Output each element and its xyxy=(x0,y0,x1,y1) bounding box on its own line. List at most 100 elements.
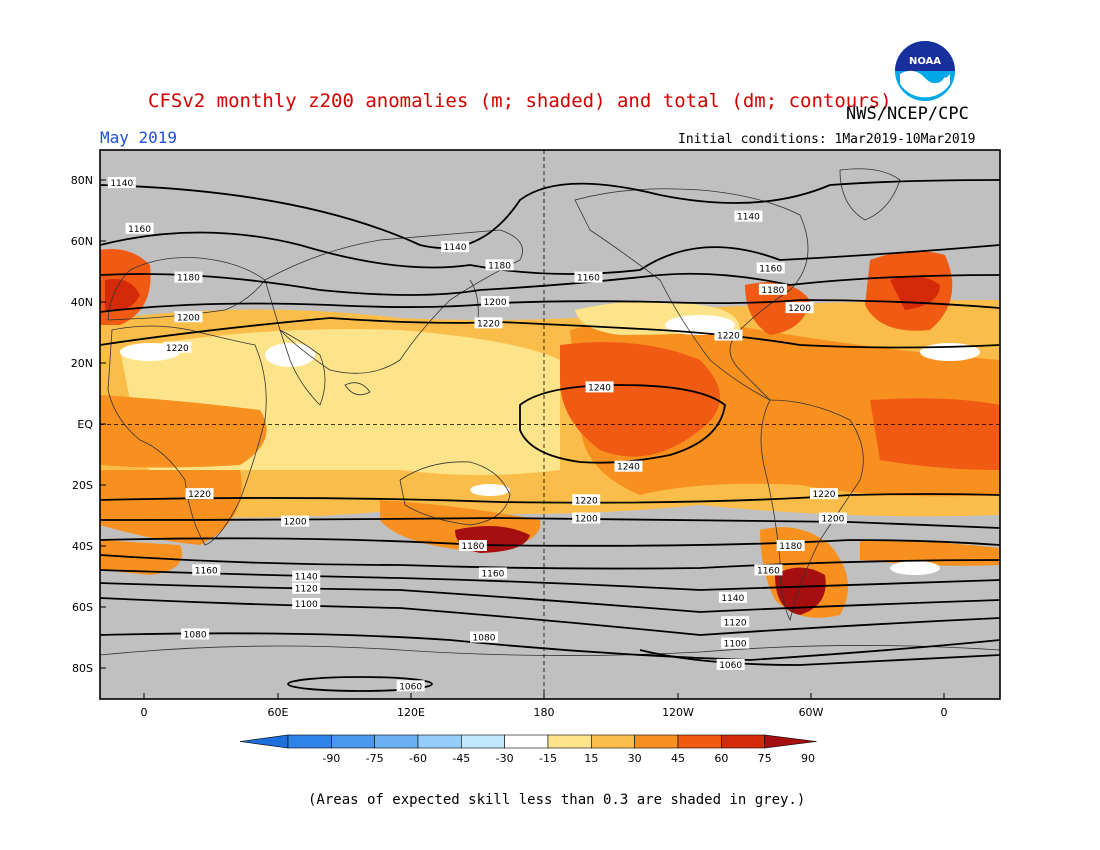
anomaly-shading xyxy=(100,249,1000,618)
anomaly-white-australia xyxy=(470,484,510,496)
agency-label: NWS/NCEP/CPC xyxy=(846,104,969,124)
svg-text:1220: 1220 xyxy=(477,319,500,329)
colorbar-label-4: -30 xyxy=(496,752,514,765)
colorbar-label-6: 15 xyxy=(584,752,598,765)
contour-label-1160-23: 1160 xyxy=(478,567,507,579)
skill-footnote: (Areas of expected skill less than 0.3 a… xyxy=(308,792,806,808)
anomaly-white-s-atlantic-patch xyxy=(890,561,940,575)
colorbar-swatch-4 xyxy=(417,734,462,749)
svg-text:1120: 1120 xyxy=(724,618,747,628)
initial-conditions: Initial conditions: 1Mar2019-10Mar2019 xyxy=(678,132,976,147)
lon-label-120w: 120W xyxy=(662,706,694,719)
lat-label-40n: 40N xyxy=(71,296,93,309)
coastlines xyxy=(100,168,1000,656)
latitude-axis: 80N 60N 40N 20N EQ 20S 40S 60S 80S xyxy=(71,174,106,675)
contour-label-1220-30: 1220 xyxy=(810,488,838,500)
contour-1200-south xyxy=(100,517,1000,529)
contour-1100-south xyxy=(100,597,1000,636)
svg-text:1180: 1180 xyxy=(761,286,784,296)
coastline-south-america xyxy=(760,399,864,622)
svg-text:1100: 1100 xyxy=(724,640,747,650)
anomaly-white-arabia xyxy=(265,343,315,367)
contour-label-1180-21: 1180 xyxy=(458,540,487,552)
svg-text:1160: 1160 xyxy=(128,225,151,235)
svg-text:1200: 1200 xyxy=(284,518,307,528)
height-contours xyxy=(100,179,1000,692)
colorbar-label-7: 30 xyxy=(628,752,642,765)
colorbar-swatch-11 xyxy=(721,734,765,749)
svg-text:1140: 1140 xyxy=(295,573,318,583)
svg-text:1160: 1160 xyxy=(759,264,782,274)
colorbar-swatch-3 xyxy=(374,734,419,749)
svg-text:1200: 1200 xyxy=(177,313,200,323)
contour-label-1200-20: 1200 xyxy=(281,515,310,528)
contour-label-1200-31: 1200 xyxy=(818,512,847,525)
noaa-logo-text: NOAA xyxy=(909,56,941,67)
contour-label-1220-9: 1220 xyxy=(474,317,503,329)
coastline-asia xyxy=(264,229,523,374)
colorbar-swatch-2 xyxy=(331,734,375,749)
contour-label-1120-35: 1120 xyxy=(721,616,750,628)
colorbar-label-8: 45 xyxy=(671,752,685,765)
lat-label-80n: 80N xyxy=(71,174,93,187)
contour-label-1160-33: 1160 xyxy=(754,564,783,576)
svg-text:1220: 1220 xyxy=(575,496,598,506)
colorbar-label-10: 75 xyxy=(758,752,772,765)
contour-1160-south xyxy=(100,554,1000,570)
forecast-month: May 2019 xyxy=(100,128,178,147)
anomaly-red-n-america xyxy=(745,282,810,335)
lon-label-60w: 60W xyxy=(799,706,824,719)
lat-label-60s: 60S xyxy=(72,601,93,614)
contour-label-1100-36: 1100 xyxy=(721,637,750,650)
colorbar-label-5: -15 xyxy=(539,752,557,765)
contour-label-1140-5: 1140 xyxy=(441,241,470,253)
contour-label-1220-18: 1220 xyxy=(572,494,601,506)
contour-1220-north xyxy=(100,317,1000,349)
colorbar-swatch-5 xyxy=(461,734,505,749)
anomaly-redorange-pacific xyxy=(560,342,720,457)
longitude-axis: 0 60E 120E 180 120W 60W 0 xyxy=(141,693,948,719)
contour-label-1200-19: 1200 xyxy=(572,512,601,525)
contour-label-1140-10: 1140 xyxy=(734,210,763,223)
contour-label-1060-37: 1060 xyxy=(716,658,745,671)
colorbar-swatch-10 xyxy=(677,734,722,749)
lon-label-0-east: 0 xyxy=(941,706,948,719)
contour-label-1180-12: 1180 xyxy=(758,283,787,296)
svg-text:1060: 1060 xyxy=(719,661,742,671)
colorbar-label-11: 90 xyxy=(801,752,815,765)
contour-1120-south xyxy=(100,582,1000,613)
contour-1060-closed xyxy=(287,676,433,692)
svg-text:1140: 1140 xyxy=(737,213,760,223)
svg-text:1240: 1240 xyxy=(617,463,640,473)
contour-label-1200-8: 1200 xyxy=(481,296,510,308)
lon-label-60e: 60E xyxy=(268,706,289,719)
svg-text:1180: 1180 xyxy=(461,542,484,552)
svg-text:1200: 1200 xyxy=(575,515,598,525)
noaa-logo-icon: NOAA xyxy=(895,41,955,101)
svg-text:1080: 1080 xyxy=(184,630,207,640)
contour-label-1180-32: 1180 xyxy=(776,540,805,552)
svg-text:1140: 1140 xyxy=(110,179,133,189)
svg-text:1160: 1160 xyxy=(577,274,600,284)
svg-text:1080: 1080 xyxy=(473,634,496,644)
svg-text:1100: 1100 xyxy=(295,600,318,610)
contour-label-1060-29: 1060 xyxy=(396,680,425,692)
contour-1060-south xyxy=(639,649,1000,666)
coastline-japan xyxy=(469,279,479,321)
contour-label-1080-27: 1080 xyxy=(181,628,210,640)
lon-label-180: 180 xyxy=(534,706,555,719)
svg-text:1220: 1220 xyxy=(717,332,740,342)
contour-label-1080-28: 1080 xyxy=(470,631,498,644)
contour-label-1220-17: 1220 xyxy=(185,488,214,500)
colorbar-swatch-9 xyxy=(634,734,679,749)
lat-label-80s: 80S xyxy=(72,662,93,675)
colorbar-label-2: -60 xyxy=(409,752,427,765)
anomaly-orange-west xyxy=(100,395,267,468)
contour-label-1200-3: 1200 xyxy=(174,311,203,323)
contour-label-1160-7: 1160 xyxy=(574,271,603,284)
contour-1080-south xyxy=(100,632,1000,661)
contour-label-1120-25: 1120 xyxy=(292,582,321,595)
svg-text:1160: 1160 xyxy=(195,566,218,576)
svg-text:1120: 1120 xyxy=(295,585,318,595)
